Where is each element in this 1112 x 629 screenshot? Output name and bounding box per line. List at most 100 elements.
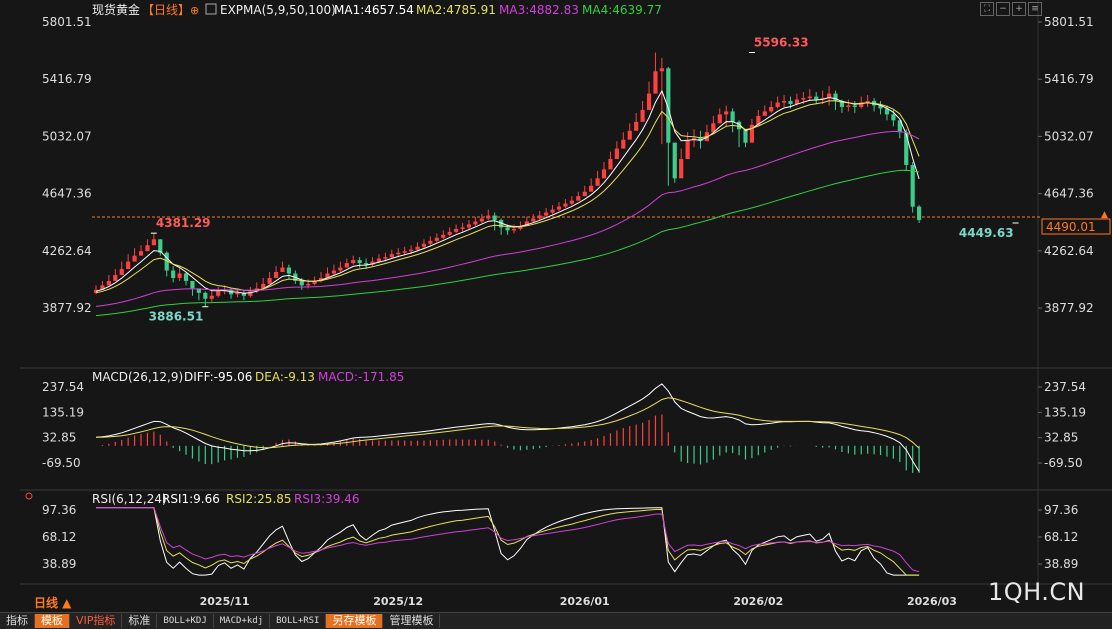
zoom-out-icon[interactable]: − — [996, 2, 1010, 16]
candle-body — [717, 114, 722, 124]
candle-body — [646, 93, 652, 110]
candle-body — [363, 263, 369, 265]
candle-body — [544, 212, 549, 216]
scroll-up-icon[interactable]: ▲ — [1101, 210, 1108, 220]
toolbar-button-8[interactable]: 管理模板 — [383, 614, 441, 628]
macd-dea-line — [95, 397, 920, 449]
candle-body — [569, 200, 574, 204]
candle-body — [299, 280, 304, 286]
window-controls: ⛶ − + ≡ — [980, 2, 1042, 16]
candle-body — [183, 273, 189, 281]
price-axis-tick-left: 5032.07 — [42, 129, 92, 143]
zoom-in-icon[interactable]: + — [1012, 2, 1026, 16]
macd-name: MACD(26,12,9) — [92, 370, 183, 384]
rsi-name: RSI(6,12,24) — [92, 492, 167, 506]
rsi-axis-tick-right: 97.36 — [1044, 503, 1078, 517]
candle-body — [884, 108, 890, 115]
candle-body — [794, 99, 800, 104]
candle-body — [370, 261, 375, 265]
toolbar-button-4[interactable]: BOLL+KDJ — [157, 614, 214, 628]
candle-body — [479, 218, 484, 222]
rsi3-line — [96, 507, 920, 573]
candle-body — [814, 96, 819, 100]
settings-icon[interactable]: ⊕ — [190, 4, 199, 17]
candle-body — [267, 277, 272, 284]
fullscreen-icon[interactable]: ⛶ — [980, 2, 994, 16]
candle-body — [357, 260, 362, 264]
candle-body — [891, 114, 896, 121]
candle-body — [396, 252, 401, 255]
period-tag: 【日线】 — [142, 3, 190, 17]
candle-body — [691, 138, 697, 140]
price-axis-tick-right: 5801.51 — [1044, 15, 1094, 29]
candle-body — [685, 139, 690, 160]
kline-chart[interactable]: 5801.51 5801.51 5416.79 5416.79 5032.07 5032.… — [0, 0, 1112, 612]
ma1-line — [95, 89, 920, 294]
toolbar-button-2[interactable]: VIP指标 — [70, 614, 123, 628]
macd-axis-tick-left: 32.85 — [42, 431, 76, 445]
candle-body — [441, 234, 446, 238]
candle-body — [138, 251, 144, 256]
current-price-box: 4490.01 ▲ — [1041, 210, 1111, 235]
candle-body — [209, 295, 214, 299]
candle-body — [576, 196, 581, 201]
macd-dea: DEA:-9.13 — [255, 370, 315, 384]
candle-body — [235, 292, 240, 295]
x-axis-label: 2026/02 — [733, 595, 783, 608]
candle-body — [537, 215, 542, 219]
candle-body — [415, 246, 420, 250]
candle-body — [511, 228, 517, 231]
candle-body — [119, 269, 124, 275]
toolbar-button-7[interactable]: 另存模板 — [326, 614, 384, 628]
price-axis-tick-right: 5032.07 — [1044, 129, 1094, 143]
ma-lines-layer — [95, 89, 920, 317]
candle-body — [775, 102, 780, 107]
toolbar-button-3[interactable]: 标准 — [122, 614, 158, 628]
toolbar-button-1[interactable]: 模板 — [35, 614, 70, 628]
ma3-value: MA3:4882.83 — [499, 3, 579, 17]
candle-body — [820, 98, 825, 100]
candle-body — [724, 111, 729, 115]
candle-body — [769, 106, 774, 112]
menu-icon[interactable]: ≡ — [1028, 2, 1042, 16]
period-selector[interactable]: 日线 ▲ — [34, 596, 72, 610]
x-axis-label: 2025/12 — [373, 595, 423, 608]
candle-body — [158, 239, 163, 253]
candle-body — [672, 142, 677, 179]
candle-body — [614, 148, 619, 160]
candle-body — [145, 245, 150, 252]
candle-body — [338, 267, 343, 271]
candle-body — [904, 132, 909, 165]
candle-body — [524, 221, 529, 226]
candle-body — [248, 291, 253, 296]
candle-body — [318, 277, 324, 281]
ma4-line — [95, 169, 920, 317]
rsi-axis-tick-left: 97.36 — [42, 503, 76, 517]
symbol-name: 现货黄金 — [92, 2, 140, 17]
candle-body — [756, 115, 761, 125]
candle-body — [325, 273, 330, 278]
candle-body — [93, 289, 99, 293]
annotation-label: 3886.51 — [149, 310, 204, 324]
annotation-layer: 4381.29 3886.51 5596.33 4449.63 — [149, 36, 1019, 324]
header-layer: 现货黄金 【日线】 ⊕ EXPMA(5,9,50,100) MA1:4657.5… — [25, 2, 662, 506]
candle-body — [762, 111, 767, 116]
candle-body — [563, 203, 568, 207]
candle-body — [428, 240, 433, 244]
candle-body — [910, 164, 915, 207]
x-axis-label: 2026/01 — [560, 595, 610, 608]
rsi-axis-tick-left: 38.89 — [42, 557, 76, 571]
candle-body — [826, 93, 832, 99]
candle-body — [730, 111, 735, 122]
candle-body — [261, 283, 266, 289]
candle-body — [460, 227, 465, 229]
candle-body — [653, 71, 658, 94]
expma-icon[interactable] — [205, 3, 217, 15]
record-icon[interactable] — [25, 492, 33, 500]
candle-body — [171, 270, 176, 278]
candle-body — [679, 159, 684, 179]
price-axis-tick-right: 4262.64 — [1044, 244, 1094, 258]
toolbar-button-6[interactable]: BOLL+RSI — [270, 614, 327, 628]
toolbar-button-0[interactable]: 指标 — [0, 614, 35, 628]
toolbar-button-5[interactable]: MACD+kdj — [214, 614, 271, 628]
